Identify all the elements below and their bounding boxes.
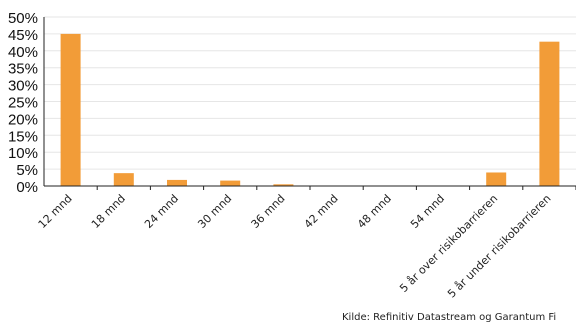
y-tick-label: 5% [16,162,38,179]
x-axis: 12 mnd 18 mnd 24 mnd 30 mnd 36 mnd 42 mnd 48 m… [36,185,576,301]
y-tick-label: 0% [16,179,38,196]
bar [220,180,241,186]
y-tick-label: 50% [8,10,38,27]
bar [113,173,134,186]
y-tick-label: 25% [8,95,38,112]
bar [273,184,294,186]
grid-lines [44,16,576,170]
bars [60,33,560,187]
bar [486,172,507,186]
bar [60,33,81,187]
bar [167,179,187,186]
y-tick-label: 40% [8,44,38,61]
x-tick-label: 18 mnd [89,192,128,231]
x-tick-label: 48 mnd [355,192,394,231]
y-axis: 50%45%40%35%30%25%20%15%10%5%0% [8,10,45,196]
x-tick-label: 5 år under risikobarrieren [445,192,554,301]
x-tick-label: 24 mnd [142,192,181,231]
source-note: Kilde: Refinitiv Datastream og Garantum … [342,312,557,323]
x-tick-label: 5 år over risikobarrieren [397,192,500,295]
y-tick-label: 20% [8,111,38,128]
x-tick-label: 36 mnd [249,192,288,231]
x-tick-label: 12 mnd [36,192,75,231]
bar [539,41,560,187]
y-tick-label: 15% [8,128,38,145]
y-tick-label: 10% [8,145,38,162]
y-tick-label: 35% [8,61,38,78]
y-tick-label: 45% [8,27,38,44]
y-tick-label: 30% [8,78,38,95]
x-tick-label: 54 mnd [408,192,447,231]
x-tick-label: 42 mnd [302,192,341,231]
x-tick-label: 30 mnd [195,192,234,231]
